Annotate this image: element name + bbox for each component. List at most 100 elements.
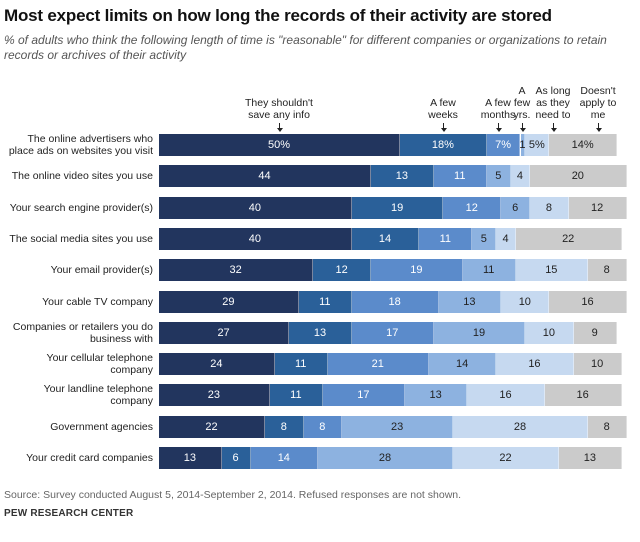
bar-segment: 22 xyxy=(515,227,622,250)
bar-segment: 4 xyxy=(510,165,531,188)
bar-segment: 19 xyxy=(371,259,463,282)
bar-segment: 8 xyxy=(303,415,343,438)
category-label: Your search engine provider(s) xyxy=(9,201,153,214)
arrow-head-icon xyxy=(519,128,526,132)
bar-segment: 28 xyxy=(453,415,588,438)
bar-segment: 5 xyxy=(486,165,511,188)
bar-segment: 5 xyxy=(472,227,497,250)
bar-segment: 17 xyxy=(322,384,405,407)
bar-segment: 5% xyxy=(525,134,550,156)
bar-segment: 19 xyxy=(351,196,444,219)
bar-segment: 6 xyxy=(221,447,251,469)
chart-title: Most expect limits on how long the recor… xyxy=(4,6,552,25)
legend-arrow xyxy=(279,123,280,128)
bar-segment: 14 xyxy=(351,227,420,250)
legend-label: They shouldn't save any info xyxy=(245,97,313,121)
bar-segment: 15 xyxy=(515,259,588,282)
bar-segment: 22 xyxy=(159,415,266,438)
bar-segment: 13 xyxy=(404,384,468,407)
legend-arrow xyxy=(498,123,499,128)
legend-arrow xyxy=(598,123,599,128)
brand-logo-text: PEW RESEARCH CENTER xyxy=(4,508,134,519)
category-label: The online video sites you use xyxy=(11,170,153,183)
bar-segment: 44 xyxy=(159,165,372,188)
bar-segment: 8 xyxy=(587,259,627,282)
bar-segment: 13 xyxy=(559,447,622,469)
bar-segment: 10 xyxy=(501,290,550,313)
bar-segment: 14 xyxy=(250,447,319,469)
category-label: Government agencies xyxy=(50,420,153,433)
arrow-head-icon xyxy=(550,128,557,132)
bar-segment: 12 xyxy=(568,196,627,219)
category-label: The social media sites you use xyxy=(9,232,153,245)
bar-segment: 18% xyxy=(400,134,487,156)
bar-segment: 8 xyxy=(587,415,627,438)
arrow-head-icon xyxy=(440,128,447,132)
category-label: Your cable TV company xyxy=(42,295,153,308)
bar-segment: 14% xyxy=(549,134,617,156)
bar-segment: 17 xyxy=(351,321,434,344)
arrow-head-icon xyxy=(276,128,283,132)
bar-segment: 32 xyxy=(159,259,314,282)
bar-segment: 40 xyxy=(159,227,352,250)
bar-segment: 6 xyxy=(501,196,531,219)
source-note: Source: Survey conducted August 5, 2014-… xyxy=(4,489,462,501)
bar-segment: 22 xyxy=(453,447,560,469)
bar-segment: 11 xyxy=(298,290,352,313)
legend-label: Doesn't apply to me xyxy=(579,85,617,121)
bar-segment: 21 xyxy=(327,353,429,376)
bar-segment: 27 xyxy=(159,321,290,344)
bar-segment: 19 xyxy=(433,321,526,344)
bar-segment: 8 xyxy=(530,196,569,219)
bar-segment: 13 xyxy=(438,290,502,313)
bar-segment: 4 xyxy=(496,227,516,250)
category-label: Your credit card companies xyxy=(26,452,153,464)
bar-segment: 8 xyxy=(265,415,304,438)
bar-segment: 16 xyxy=(496,353,574,376)
bar-segment: 13 xyxy=(159,447,222,469)
legend-arrow xyxy=(553,123,554,128)
bar-segment: 1 xyxy=(519,134,525,156)
bar-segment: 13 xyxy=(371,165,434,188)
bar-segment: 24 xyxy=(159,353,275,376)
legend-arrow xyxy=(443,123,444,128)
bar-segment: 20 xyxy=(530,165,627,188)
bar-segment: 28 xyxy=(318,447,453,469)
bar-segment: 11 xyxy=(274,353,328,376)
bar-segment: 23 xyxy=(159,384,270,407)
bar-segment: 12 xyxy=(443,196,502,219)
arrow-head-icon xyxy=(495,128,502,132)
bar-segment: 10 xyxy=(573,353,622,376)
legend-label: As long as they need to xyxy=(535,85,571,121)
bar-segment: 16 xyxy=(544,384,622,407)
bar-segment: 40 xyxy=(159,196,352,219)
bar-segment: 13 xyxy=(289,321,352,344)
bar-segment: 11 xyxy=(462,259,516,282)
category-label: Your landline telephone company xyxy=(43,383,153,408)
category-label: Companies or retailers you do business w… xyxy=(12,320,153,345)
category-label: The online advertisers who place ads on … xyxy=(8,133,153,157)
bar-segment: 16 xyxy=(549,290,627,313)
bar-segment: 50% xyxy=(159,134,400,156)
category-label: Your email provider(s) xyxy=(50,264,153,277)
bar-segment: 16 xyxy=(467,384,545,407)
legend-label: A few weeks xyxy=(428,97,458,121)
bar-segment: 9 xyxy=(573,321,617,344)
bar-segment: 11 xyxy=(269,384,323,407)
bar-segment: 12 xyxy=(313,259,372,282)
bar-segment: 11 xyxy=(419,227,473,250)
legend-label: A few months xyxy=(480,97,516,121)
bar-segment: 18 xyxy=(351,290,439,313)
bar-segment: 29 xyxy=(159,290,299,313)
bar-segment: 14 xyxy=(428,353,497,376)
arrow-head-icon xyxy=(595,128,602,132)
legend-arrow xyxy=(522,123,523,128)
chart-subtitle: % of adults who think the following leng… xyxy=(4,33,607,62)
category-label: Your cellular telephone company xyxy=(46,352,153,377)
bar-segment: 11 xyxy=(433,165,487,188)
bar-segment: 10 xyxy=(525,321,574,344)
bar-segment: 7% xyxy=(486,134,521,156)
bar-segment: 23 xyxy=(342,415,454,438)
